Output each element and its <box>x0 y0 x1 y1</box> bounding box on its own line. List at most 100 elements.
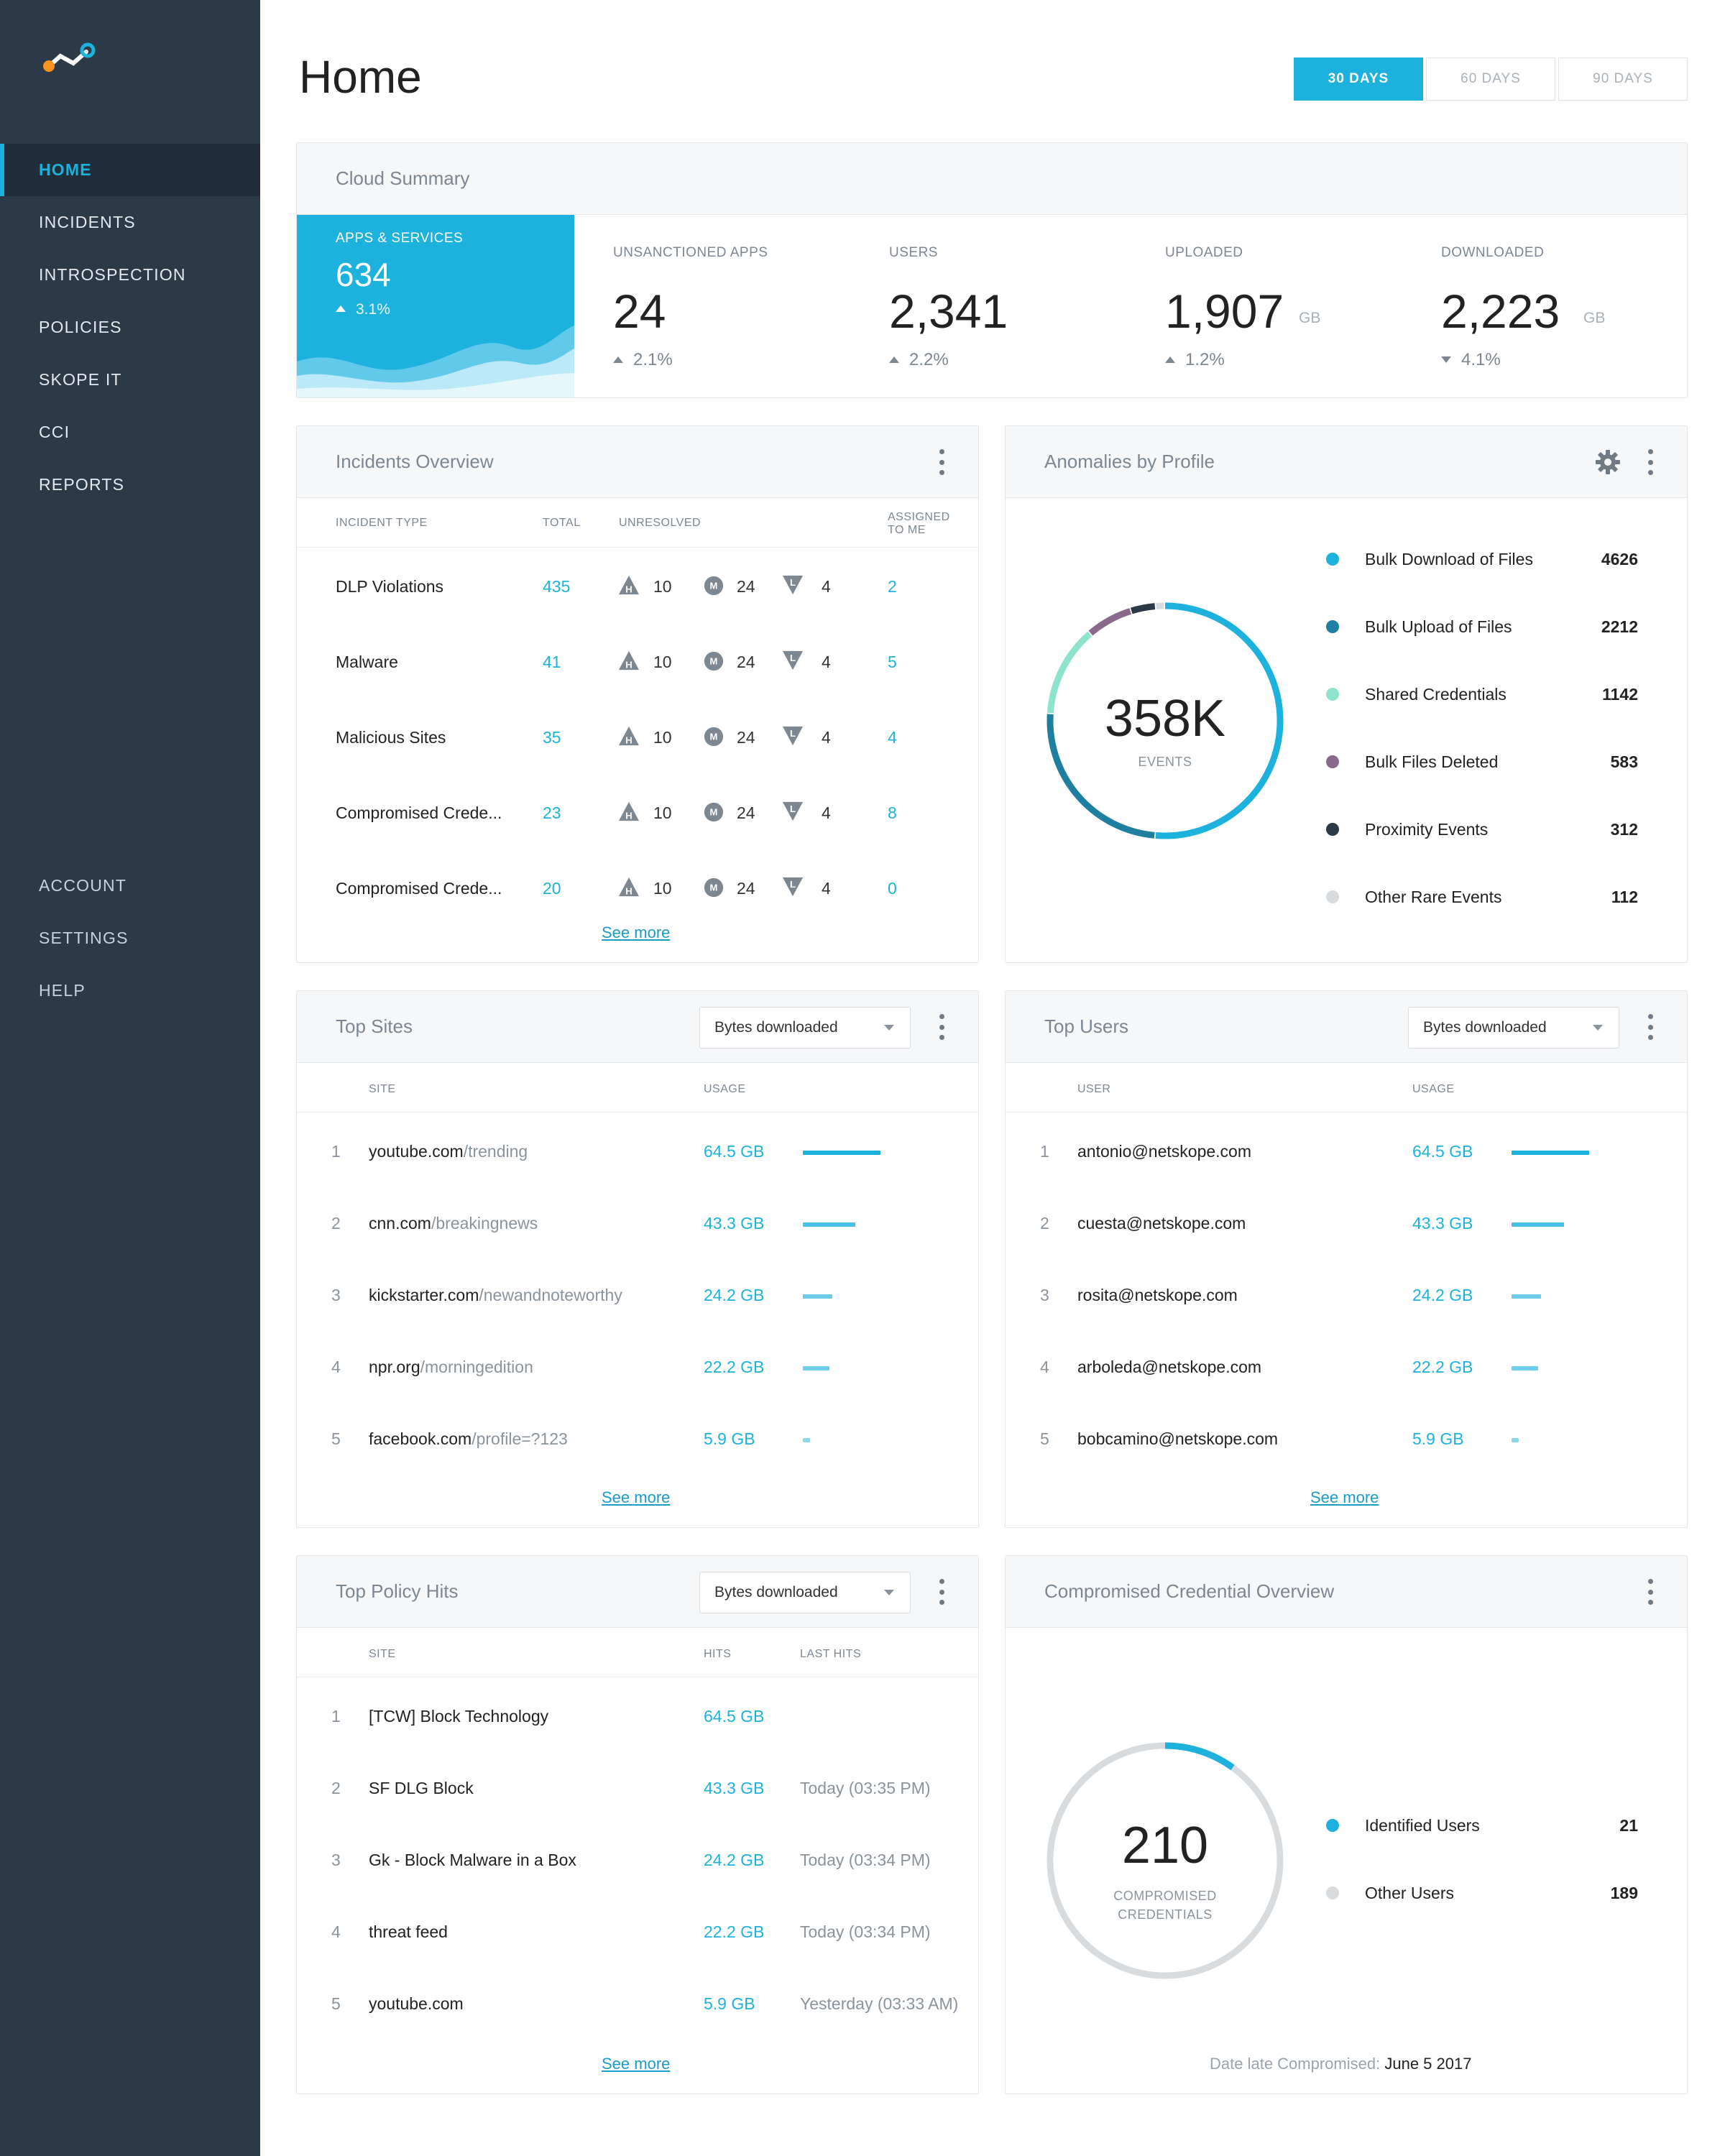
donut-center-label: EVENTS <box>1138 755 1192 769</box>
col-total: TOTAL <box>543 517 581 529</box>
top-users-card: Top Users Bytes downloaded USER USAGE Se… <box>1005 990 1688 1528</box>
usage-value: 24.2 GB <box>1412 1286 1473 1304</box>
policy-name[interactable]: Gk - Block Malware in a Box <box>369 1851 576 1869</box>
user-email[interactable]: arboleda@netskope.com <box>1077 1358 1262 1376</box>
more-options-icon[interactable] <box>1647 1014 1654 1040</box>
see-more-link[interactable]: See more <box>602 1488 671 1506</box>
site-url[interactable]: youtube.com/trending <box>369 1142 528 1161</box>
legend-dot <box>1326 553 1339 566</box>
policy-name[interactable]: SF DLG Block <box>369 1779 474 1797</box>
site-url[interactable]: facebook.com/profile=?123 <box>369 1429 568 1448</box>
usage-value: 5.9 GB <box>704 1429 755 1448</box>
nav-item-account[interactable]: ACCOUNT <box>39 876 127 895</box>
incident-total[interactable]: 35 <box>543 728 561 747</box>
high-severity-icon: H <box>618 650 640 670</box>
user-email[interactable]: antonio@netskope.com <box>1077 1142 1251 1161</box>
incident-total[interactable]: 23 <box>543 803 561 822</box>
policy-name[interactable]: youtube.com <box>369 1994 464 2013</box>
hits-value: 24.2 GB <box>704 1851 765 1869</box>
svg-text:M: M <box>710 807 718 818</box>
usage-bar <box>1512 1366 1538 1370</box>
nav-item-incidents[interactable]: INCIDENTS <box>39 213 136 231</box>
assigned-count[interactable]: 4 <box>888 728 897 747</box>
nav-item-policies[interactable]: POLICIES <box>39 318 122 336</box>
row-index: 1 <box>1040 1142 1049 1161</box>
site-url[interactable]: cnn.com/breakingnews <box>369 1214 538 1233</box>
nav-item-home[interactable]: HOME <box>0 144 260 196</box>
metric-select[interactable]: Bytes downloaded <box>699 1572 911 1613</box>
nav-item-settings[interactable]: SETTINGS <box>39 929 129 947</box>
metric-value: 1,907 <box>1165 285 1284 338</box>
medium-severity-icon: M <box>704 877 724 898</box>
see-more-link[interactable]: See more <box>602 923 671 941</box>
netskope-logo[interactable] <box>42 40 106 76</box>
range-90-days-button[interactable]: 90 DAYS <box>1558 57 1688 101</box>
user-email[interactable]: cuesta@netskope.com <box>1077 1214 1246 1233</box>
col-usage: USAGE <box>1412 1083 1455 1095</box>
incident-total[interactable]: 435 <box>543 577 571 596</box>
range-30-days-button[interactable]: 30 DAYS <box>1294 57 1423 101</box>
top-sites-card: Top Sites Bytes downloaded SITE USAGE Se… <box>296 990 979 1528</box>
donut-segment[interactable] <box>1164 1742 1235 1771</box>
high-count: 10 <box>653 653 672 671</box>
legend-dot <box>1326 1819 1339 1832</box>
donut-segment[interactable] <box>1130 603 1156 614</box>
donut-segment[interactable] <box>1046 714 1155 839</box>
usage-bar <box>803 1438 810 1442</box>
donut-segment[interactable] <box>1088 608 1132 636</box>
card-header: Incidents Overview <box>297 426 978 498</box>
row-index: 2 <box>1040 1214 1049 1233</box>
more-options-icon[interactable] <box>938 1014 945 1040</box>
usage-bar <box>803 1366 829 1370</box>
assigned-count[interactable]: 5 <box>888 653 897 671</box>
user-email[interactable]: rosita@netskope.com <box>1077 1286 1238 1304</box>
legend-value: 2212 <box>1601 617 1638 636</box>
trend-up-icon <box>336 305 346 312</box>
policy-name[interactable]: [TCW] Block Technology <box>369 1707 549 1726</box>
last-hit-time: Yesterday (03:33 AM) <box>800 1994 959 2013</box>
nav-item-help[interactable]: HELP <box>39 981 86 1000</box>
usage-bar <box>1512 1438 1519 1442</box>
svg-text:H: H <box>625 885 632 896</box>
incident-type: Compromised Crede... <box>336 879 502 898</box>
row-index: 5 <box>331 1429 341 1448</box>
low-count: 4 <box>822 879 831 898</box>
policy-name[interactable]: threat feed <box>369 1922 448 1941</box>
metric-select[interactable]: Bytes downloaded <box>699 1007 911 1049</box>
metric-value: 24 <box>613 285 666 338</box>
range-60-days-button[interactable]: 60 DAYS <box>1426 57 1555 101</box>
assigned-count[interactable]: 2 <box>888 577 897 596</box>
incident-type: Malware <box>336 653 398 671</box>
more-options-icon[interactable] <box>938 449 945 475</box>
apps-services-tile[interactable]: APPS & SERVICES 634 3.1% <box>297 215 574 397</box>
nav-item-reports[interactable]: REPORTS <box>39 475 125 494</box>
row-index: 5 <box>331 1994 341 2013</box>
legend-value: 4626 <box>1601 550 1638 568</box>
nav-item-skope-it[interactable]: SKOPE IT <box>39 370 122 389</box>
row-index: 3 <box>1040 1286 1049 1304</box>
apps-services-label: APPS & SERVICES <box>336 231 464 246</box>
gear-icon[interactable] <box>1593 448 1622 476</box>
row-index: 2 <box>331 1214 341 1233</box>
high-count: 10 <box>653 577 672 596</box>
site-url[interactable]: npr.org/morningedition <box>369 1358 533 1376</box>
nav-item-introspection[interactable]: INTROSPECTION <box>39 265 186 284</box>
see-more-link[interactable]: See more <box>602 2055 671 2073</box>
user-email[interactable]: bobcamino@netskope.com <box>1077 1429 1279 1448</box>
more-options-icon[interactable] <box>1647 1579 1654 1605</box>
assigned-count[interactable]: 8 <box>888 803 897 822</box>
nav-item-cci[interactable]: CCI <box>39 423 70 441</box>
donut-segment[interactable] <box>1046 631 1092 714</box>
more-options-icon[interactable] <box>938 1579 945 1605</box>
incident-total[interactable]: 41 <box>543 653 561 671</box>
donut-segment[interactable] <box>1155 602 1284 839</box>
metric-select[interactable]: Bytes downloaded <box>1408 1007 1619 1049</box>
site-url[interactable]: kickstarter.com/newandnoteworthy <box>369 1286 622 1304</box>
see-more-link[interactable]: See more <box>1310 1488 1379 1506</box>
assigned-count[interactable]: 0 <box>888 879 897 898</box>
sidebar: HOME INCIDENTS INTROSPECTION POLICIES SK… <box>0 0 260 2156</box>
card-title: Top Users <box>1044 1015 1129 1037</box>
incident-total[interactable]: 20 <box>543 879 561 898</box>
more-options-icon[interactable] <box>1647 449 1654 475</box>
divider <box>297 547 978 548</box>
